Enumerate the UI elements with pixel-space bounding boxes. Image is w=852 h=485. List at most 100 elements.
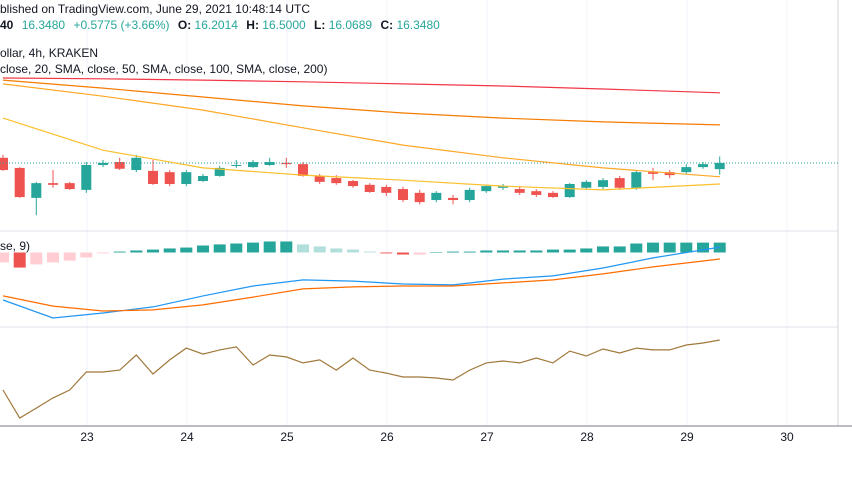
candle-body	[397, 189, 409, 201]
candle-body	[64, 183, 75, 190]
candle-body	[197, 175, 209, 182]
candle	[131, 154, 142, 173]
macd-histogram-bar	[80, 252, 93, 258]
macd-histogram-bar	[580, 248, 593, 253]
candle-body	[414, 192, 425, 203]
candle-body	[631, 172, 642, 188]
x-tick-label: 28	[580, 430, 594, 444]
candle	[347, 180, 359, 188]
candle	[481, 184, 492, 193]
symbol: 40	[0, 18, 14, 32]
candle	[297, 162, 309, 177]
x-tick-label: 23	[80, 430, 94, 444]
macd-histogram-bar	[663, 242, 676, 253]
macd-histogram-bar	[430, 252, 443, 253]
candle	[714, 156, 725, 175]
candle-body	[597, 180, 609, 187]
candle	[197, 173, 209, 182]
candle-body	[347, 181, 359, 187]
candle	[31, 181, 42, 216]
candle	[547, 191, 559, 198]
candle	[231, 159, 242, 168]
published-note: blished on TradingView.com, June 29, 202…	[0, 2, 310, 16]
candle	[614, 175, 625, 190]
macd-histogram-bar	[563, 249, 576, 253]
macd-histogram-bar	[13, 252, 26, 268]
macd-histogram-bar	[330, 248, 343, 253]
candle	[531, 189, 542, 198]
macd-histogram-bar	[463, 251, 476, 253]
candle	[431, 191, 442, 203]
candle-body	[664, 172, 675, 176]
grid	[86, 0, 788, 426]
candle-body	[564, 183, 575, 198]
macd-histogram-bar	[630, 243, 643, 253]
candle-body	[464, 189, 475, 201]
candle	[397, 186, 409, 203]
candle	[181, 170, 192, 187]
macd-histogram-bar	[46, 252, 60, 263]
moving-average-line	[2, 117, 721, 191]
candle-body	[214, 167, 225, 176]
macd-histogram-bar	[513, 250, 526, 253]
candle-body	[531, 191, 542, 195]
high-label: H:	[246, 18, 259, 32]
close-label: C:	[380, 18, 393, 32]
macd-histogram-bar	[346, 249, 360, 253]
candle-body	[581, 181, 592, 188]
plot-area	[0, 77, 838, 419]
x-tick-label: 25	[280, 430, 294, 444]
macd-histogram-bar	[196, 245, 210, 253]
candle	[514, 186, 525, 195]
candle-body	[164, 172, 175, 184]
x-tick-label: 24	[180, 430, 194, 444]
ohlc-header: 40 16.3480 +0.5775 (+3.66%) O: 16.2014 H…	[0, 18, 440, 32]
macd-histogram-bar	[63, 252, 76, 261]
candle-body	[647, 172, 659, 174]
candle	[114, 157, 125, 171]
candle-body	[147, 170, 159, 184]
candle	[264, 157, 275, 166]
candle	[281, 157, 292, 168]
candle	[664, 170, 675, 179]
candle	[64, 181, 75, 190]
candle-body	[247, 162, 259, 168]
oscillator-line	[2, 339, 720, 419]
x-tick-label: 29	[680, 430, 694, 444]
x-tick-label: 30	[780, 430, 794, 444]
candle-body	[47, 183, 59, 185]
candle	[414, 189, 425, 205]
low-label: L:	[314, 18, 325, 32]
candle	[247, 159, 259, 168]
macd-histogram-bar	[646, 242, 660, 253]
moving-average-line	[2, 83, 721, 178]
candle	[597, 178, 609, 190]
candle-body	[447, 197, 459, 201]
candle-body	[31, 183, 42, 198]
open-value: 16.2014	[195, 18, 239, 32]
candle	[364, 183, 375, 193]
candle-body	[231, 164, 242, 166]
candle	[581, 180, 592, 190]
candle-body	[181, 172, 192, 184]
candle	[147, 159, 159, 185]
candle-body	[314, 175, 325, 182]
candle-body	[281, 162, 292, 165]
macd-histogram-bar	[263, 241, 276, 253]
candle-body	[331, 178, 342, 184]
candle	[164, 170, 175, 187]
macd-histogram-bar	[230, 243, 243, 253]
candle-body	[514, 189, 525, 193]
candle-body	[714, 162, 725, 170]
moving-average-line	[2, 79, 721, 126]
macd-histogram-bar	[163, 248, 176, 253]
candle	[14, 167, 25, 198]
candle	[464, 187, 475, 203]
candle	[97, 159, 109, 168]
macd-histogram-bar	[113, 251, 126, 253]
macd-histogram-bar	[613, 246, 626, 253]
macd-histogram-bar	[296, 244, 310, 253]
